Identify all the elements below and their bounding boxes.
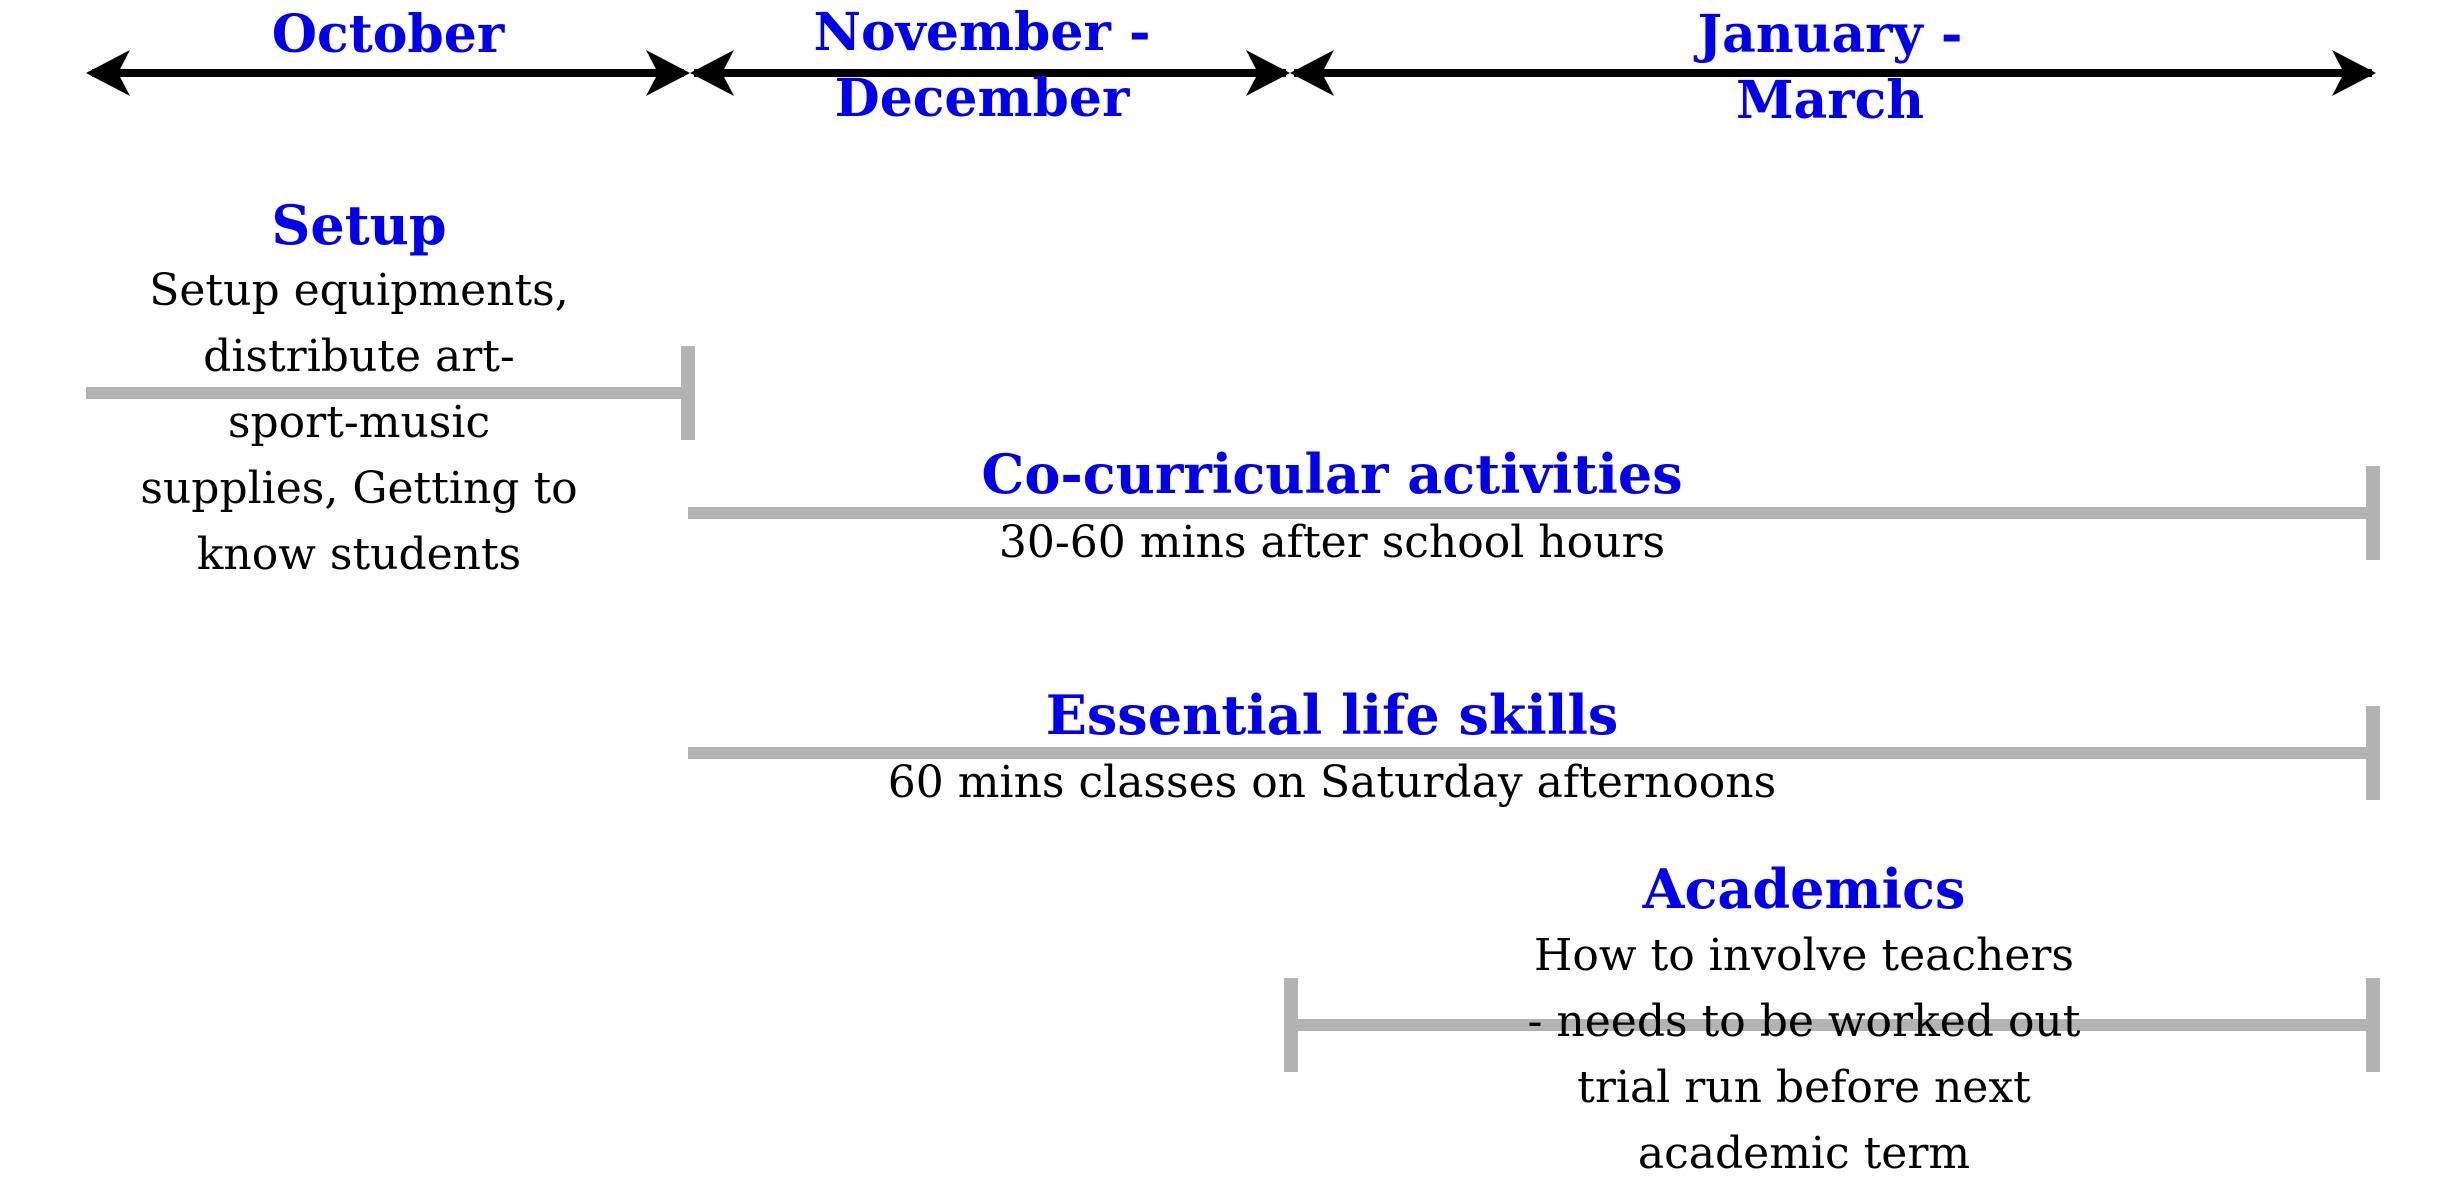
phase-bar-setup bbox=[86, 346, 695, 440]
phase-title-life-skills: Essential life skills bbox=[1045, 683, 1619, 747]
phase-bar-co-curricular bbox=[688, 466, 2380, 560]
phase-description-setup: Setup equipments, distribute art-sport-m… bbox=[140, 265, 578, 580]
period-arrow-october bbox=[86, 50, 690, 96]
phase-bar-academics bbox=[1284, 978, 2380, 1072]
phase-description-academics: How to involve teachers - needs to be wo… bbox=[1527, 930, 2081, 1179]
phase-bar-life-skills bbox=[688, 706, 2380, 800]
period-arrow-january-march bbox=[1290, 50, 2376, 96]
phase-description-life-skills: 60 mins classes on Saturday afternoons bbox=[887, 757, 1777, 808]
period-label-october: October bbox=[271, 4, 505, 65]
phase-title-academics: Academics bbox=[1642, 857, 1966, 921]
phase-title-setup: Setup bbox=[271, 193, 447, 257]
period-axis bbox=[86, 50, 2376, 96]
phase-title-co-curricular: Co-curricular activities bbox=[981, 442, 1683, 506]
phase-description-co-curricular: 30-60 mins after school hours bbox=[998, 517, 1666, 568]
period-label-january-march: January - March bbox=[1697, 4, 1963, 131]
period-arrow-november-december bbox=[690, 50, 1290, 96]
period-label-november-december: November - December bbox=[813, 2, 1151, 129]
